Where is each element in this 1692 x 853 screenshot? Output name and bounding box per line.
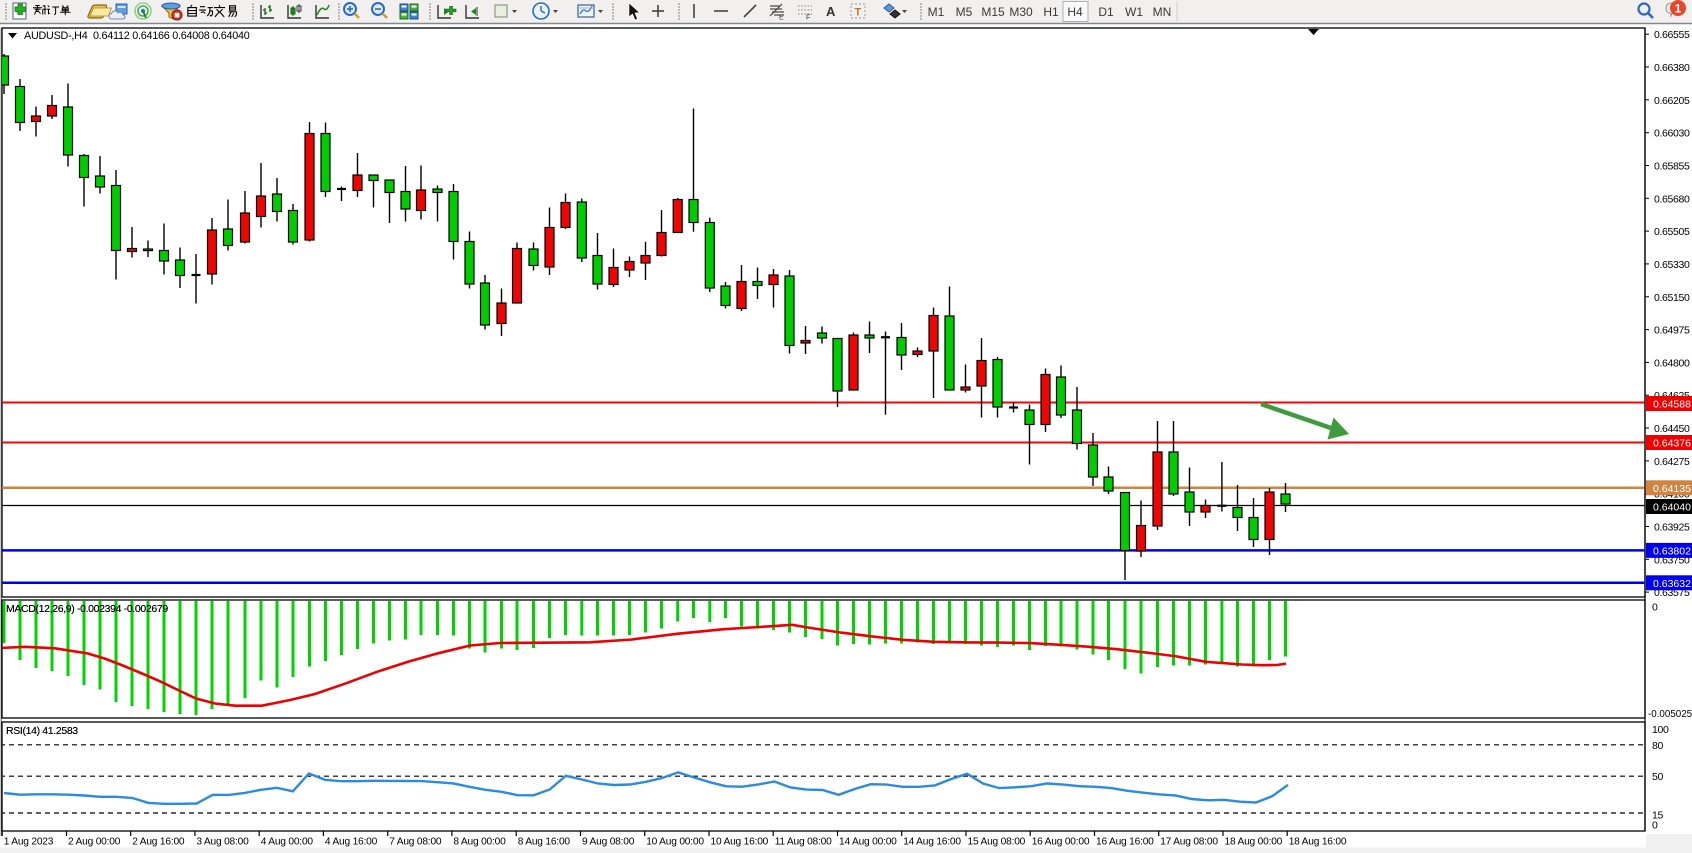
svg-text:H4: H4 — [1067, 5, 1083, 19]
svg-text:18 Aug 16:00: 18 Aug 16:00 — [1289, 837, 1347, 848]
svg-text:4 Aug 00:00: 4 Aug 00:00 — [261, 837, 314, 848]
svg-text:RSI(14) 41.2583: RSI(14) 41.2583 — [6, 725, 78, 737]
svg-text:0.65505: 0.65505 — [1654, 226, 1690, 238]
svg-text:8 Aug 16:00: 8 Aug 16:00 — [518, 837, 571, 848]
svg-text:0.65150: 0.65150 — [1654, 292, 1690, 304]
svg-text:4 Aug 16:00: 4 Aug 16:00 — [325, 837, 378, 848]
svg-text:100: 100 — [1652, 724, 1669, 736]
svg-text:0.64040: 0.64040 — [1653, 502, 1691, 514]
svg-text:0.65855: 0.65855 — [1654, 161, 1690, 173]
svg-text:0.63632: 0.63632 — [1653, 578, 1691, 590]
svg-text:0: 0 — [1652, 602, 1658, 614]
svg-text:-0.005025: -0.005025 — [1648, 709, 1692, 720]
svg-text:0.66555: 0.66555 — [1654, 29, 1690, 41]
svg-text:50: 50 — [1652, 771, 1663, 783]
svg-text:A: A — [826, 4, 836, 19]
svg-text:1: 1 — [1675, 2, 1682, 16]
svg-text:14 Aug 00:00: 14 Aug 00:00 — [839, 837, 897, 848]
svg-text:MACD(12,26,9) -0.002394 -0.002: MACD(12,26,9) -0.002394 -0.002679 — [6, 603, 168, 615]
svg-text:15: 15 — [1652, 810, 1663, 822]
svg-text:RSI(14) 41.2583: RSI(14) 41.2583 — [6, 725, 78, 737]
svg-text:0.65330: 0.65330 — [1654, 259, 1690, 271]
svg-text:1 Aug 2023: 1 Aug 2023 — [4, 837, 54, 848]
svg-text:AUDUSD-,H4 0.64112 0.64166 0.: AUDUSD-,H4 0.64112 0.64166 0.64008 0.640… — [24, 30, 250, 42]
svg-text:8 Aug 00:00: 8 Aug 00:00 — [453, 837, 506, 848]
svg-text:0.64275: 0.64275 — [1654, 456, 1690, 468]
svg-text:D1: D1 — [1098, 5, 1114, 19]
svg-text:14 Aug 16:00: 14 Aug 16:00 — [903, 837, 961, 848]
svg-text:9 Aug 08:00: 9 Aug 08:00 — [582, 837, 635, 848]
svg-text:3 Aug 08:00: 3 Aug 08:00 — [196, 837, 249, 848]
svg-text:0.66205: 0.66205 — [1654, 95, 1690, 107]
svg-text:0: 0 — [1652, 820, 1658, 832]
svg-text:0.66030: 0.66030 — [1654, 128, 1690, 140]
svg-text:0.66380: 0.66380 — [1654, 62, 1690, 74]
svg-text:0.64800: 0.64800 — [1654, 357, 1690, 369]
svg-text:7 Aug 08:00: 7 Aug 08:00 — [389, 837, 442, 848]
svg-text:M5: M5 — [956, 5, 973, 19]
svg-text:MN: MN — [1153, 5, 1172, 19]
svg-text:80: 80 — [1652, 740, 1663, 752]
svg-text:0.64376: 0.64376 — [1653, 438, 1691, 450]
svg-text:F: F — [806, 15, 810, 22]
svg-text:10 Aug 16:00: 10 Aug 16:00 — [711, 837, 769, 848]
svg-text:18 Aug 00:00: 18 Aug 00:00 — [1225, 837, 1283, 848]
svg-text:W1: W1 — [1125, 5, 1143, 19]
svg-text:M30: M30 — [1009, 5, 1033, 19]
svg-text:M1: M1 — [928, 5, 945, 19]
svg-text:E: E — [779, 15, 784, 22]
svg-text:0.64450: 0.64450 — [1654, 423, 1690, 435]
svg-text:16 Aug 16:00: 16 Aug 16:00 — [1096, 837, 1154, 848]
svg-text:0.64588: 0.64588 — [1653, 399, 1691, 411]
svg-text:0.64975: 0.64975 — [1654, 325, 1690, 337]
svg-text:16 Aug 00:00: 16 Aug 00:00 — [1032, 837, 1090, 848]
svg-text:T: T — [855, 7, 862, 19]
svg-text:0.63925: 0.63925 — [1654, 522, 1690, 534]
svg-text:10 Aug 00:00: 10 Aug 00:00 — [646, 837, 704, 848]
svg-text:0.64135: 0.64135 — [1653, 483, 1691, 495]
svg-text:0.65680: 0.65680 — [1654, 193, 1690, 205]
svg-text:11 Aug 08:00: 11 Aug 08:00 — [775, 837, 832, 848]
svg-text:2 Aug 00:00: 2 Aug 00:00 — [68, 837, 121, 848]
svg-text:2 Aug 16:00: 2 Aug 16:00 — [132, 837, 185, 848]
svg-text:17 Aug 08:00: 17 Aug 08:00 — [1160, 837, 1218, 848]
svg-text:MACD(12,26,9) -0.002394 -0.002: MACD(12,26,9) -0.002394 -0.002679 — [6, 603, 168, 615]
svg-text:15 Aug 08:00: 15 Aug 08:00 — [968, 837, 1026, 848]
svg-text:H1: H1 — [1043, 5, 1059, 19]
svg-text:0.63802: 0.63802 — [1653, 545, 1691, 557]
svg-text:M15: M15 — [981, 5, 1005, 19]
